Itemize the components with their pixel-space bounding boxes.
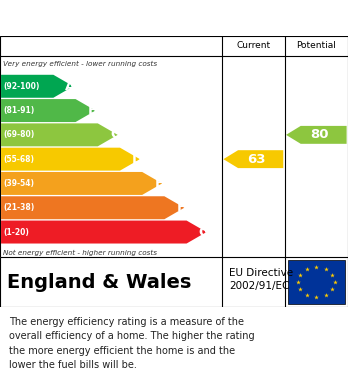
Text: Energy Efficiency Rating: Energy Efficiency Rating [9,11,211,25]
Text: B: B [87,104,97,117]
Text: Current: Current [236,41,270,50]
Polygon shape [1,221,206,244]
Polygon shape [1,148,140,170]
Bar [288,260,345,304]
Text: EU Directive
2002/91/EC: EU Directive 2002/91/EC [229,268,293,291]
Text: (39-54): (39-54) [4,179,35,188]
Polygon shape [1,99,95,122]
Text: England & Wales: England & Wales [7,273,191,292]
Polygon shape [1,124,118,146]
Text: C: C [110,128,119,142]
Text: (55-68): (55-68) [4,155,35,164]
Text: A: A [65,80,76,93]
Polygon shape [223,150,283,168]
Text: Not energy efficient - higher running costs: Not energy efficient - higher running co… [3,250,158,256]
Text: D: D [131,152,142,166]
Polygon shape [1,196,184,219]
Text: 63: 63 [247,152,266,166]
Polygon shape [286,126,347,144]
Text: (92-100): (92-100) [4,82,40,91]
Text: Very energy efficient - lower running costs: Very energy efficient - lower running co… [3,61,158,67]
Text: (69-80): (69-80) [4,130,35,139]
Text: Potential: Potential [296,41,336,50]
Text: (81-91): (81-91) [4,106,35,115]
Text: (21-38): (21-38) [4,203,35,212]
Polygon shape [1,75,73,98]
Text: The energy efficiency rating is a measure of the
overall efficiency of a home. T: The energy efficiency rating is a measur… [9,317,254,370]
Text: 80: 80 [310,128,329,142]
Text: F: F [177,201,186,214]
Text: G: G [198,226,209,239]
Polygon shape [1,172,162,195]
Text: E: E [155,177,164,190]
Text: (1-20): (1-20) [4,228,30,237]
